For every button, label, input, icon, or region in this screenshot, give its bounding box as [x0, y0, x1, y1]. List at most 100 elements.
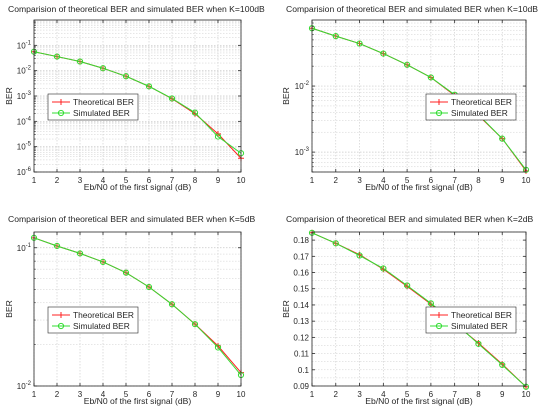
x-tick-label: 10 — [522, 176, 531, 185]
x-tick-label: 9 — [500, 390, 505, 399]
data-point — [53, 242, 61, 250]
x-tick-label: 2 — [334, 176, 339, 185]
axes-box — [33, 231, 242, 387]
y-axis-label: BER — [4, 87, 14, 105]
chart-title: Comparision of theoretical BER and simul… — [286, 4, 538, 14]
series-simulated — [30, 234, 245, 379]
y-tick-label: 0.14 — [293, 301, 309, 310]
data-point — [214, 133, 222, 140]
x-tick-label: 2 — [55, 390, 60, 399]
x-tick-label: 9 — [216, 390, 221, 399]
x-tick-label: 8 — [476, 390, 481, 399]
x-tick-label: 2 — [55, 176, 60, 185]
data-point — [122, 73, 130, 80]
chart-title: Comparision of theoretical BER and simul… — [8, 214, 255, 224]
x-tick-label: 10 — [237, 390, 246, 399]
y-tick-label: 10-6 — [17, 167, 32, 177]
data-point — [99, 65, 107, 72]
data-point — [427, 74, 434, 81]
y-tick-label: 10-3 — [17, 91, 32, 101]
data-point — [53, 53, 61, 60]
data-point — [145, 83, 153, 90]
y-tick-label: 10-1 — [17, 40, 32, 50]
x-tick-label: 8 — [193, 176, 198, 185]
x-tick-label: 1 — [32, 176, 37, 185]
x-tick-label: 5 — [405, 176, 410, 185]
legend-entry: Simulated BER — [451, 321, 508, 331]
subplot-1: 1 2 3 4 5 6 7 8 9 10 10-6 10-5 10-4 10-3 10-2 10-1 Compa… — [4, 4, 265, 192]
x-tick-label: 3 — [357, 176, 362, 185]
y-tick-label: 0.11 — [294, 350, 310, 359]
y-tick-label: 0.15 — [293, 285, 309, 294]
legend-entry: Theoretical BER — [451, 310, 512, 320]
data-point — [380, 265, 387, 272]
x-tick-label: 4 — [101, 176, 106, 185]
x-tick-label: 1 — [310, 176, 315, 185]
x-tick-label: 10 — [237, 176, 246, 185]
x-tick-label: 8 — [193, 390, 198, 399]
x-tick-label: 7 — [170, 390, 175, 399]
x-tick-label: 5 — [124, 176, 129, 185]
series-line — [33, 51, 242, 154]
x-axis-label: Eb/N0 of the first signal (dB) — [84, 396, 192, 406]
y-tick-label: 10-1 — [17, 243, 32, 253]
data-point — [214, 344, 222, 351]
data-point — [99, 258, 107, 266]
x-axis-label: Eb/N0 of the first signal (dB) — [365, 182, 473, 192]
x-tick-label: 7 — [170, 176, 175, 185]
y-tick-label: 0.16 — [293, 269, 309, 278]
data-point — [404, 61, 411, 68]
x-tick-label: 7 — [452, 176, 457, 185]
series-line — [311, 27, 527, 171]
data-point — [168, 95, 176, 102]
data-point — [332, 240, 339, 247]
data-point — [356, 252, 363, 259]
data-point — [427, 300, 434, 307]
x-axis-label: Eb/N0 of the first signal (dB) — [84, 182, 192, 192]
data-point — [475, 340, 482, 347]
data-point — [76, 58, 84, 65]
series-line — [33, 237, 242, 376]
y-axis-label: BER — [281, 87, 291, 105]
chart-title: Comparision of theoretical BER and simul… — [286, 214, 533, 224]
y-tick-label: 0.18 — [293, 236, 309, 245]
series-simulated — [30, 48, 245, 157]
y-tick-label: 0.13 — [293, 317, 309, 326]
legend-entry: Simulated BER — [451, 108, 508, 118]
x-tick-label: 9 — [216, 176, 221, 185]
legend-entry: Simulated BER — [73, 321, 130, 331]
x-tick-label: 9 — [500, 176, 505, 185]
legend-marker — [435, 322, 443, 330]
subplot-2: 1 2 3 4 5 6 7 8 9 10 10-2 10-3 Comparision of theore… — [281, 4, 538, 192]
legend-marker — [436, 312, 442, 318]
x-tick-label: 3 — [78, 390, 83, 399]
chart-title: Comparision of theoretical BER and simul… — [8, 4, 265, 14]
y-tick-label: 0.12 — [293, 333, 309, 342]
legend-marker — [58, 99, 64, 105]
x-tick-label: 6 — [429, 390, 434, 399]
x-tick-label: 4 — [381, 390, 386, 399]
y-axis-label: BER — [4, 300, 14, 318]
x-tick-label: 10 — [522, 390, 531, 399]
legend-entry: Theoretical BER — [451, 97, 512, 107]
y-tick-label: 10-3 — [295, 147, 310, 157]
x-tick-label: 4 — [101, 390, 106, 399]
data-point — [76, 250, 84, 257]
data-point — [332, 33, 339, 40]
x-tick-label: 3 — [357, 390, 362, 399]
subplot-4: 1 2 3 4 5 6 7 8 9 10 0.09 0.1 0.11 0.12 0.13 0.14 0.15 0.… — [281, 214, 533, 406]
data-point — [191, 321, 199, 328]
legend-marker — [57, 322, 65, 330]
x-tick-label: 2 — [334, 390, 339, 399]
x-tick-label: 6 — [147, 390, 152, 399]
x-tick-label: 5 — [405, 390, 410, 399]
x-tick-label: 6 — [429, 176, 434, 185]
subplot-3: 1 2 3 4 5 6 7 8 9 10 10-1 10-2 Comparision of theore… — [4, 214, 255, 406]
data-point — [380, 50, 387, 57]
series-line — [311, 232, 527, 388]
y-tick-label: 10-4 — [17, 116, 32, 126]
data-point — [499, 135, 506, 142]
